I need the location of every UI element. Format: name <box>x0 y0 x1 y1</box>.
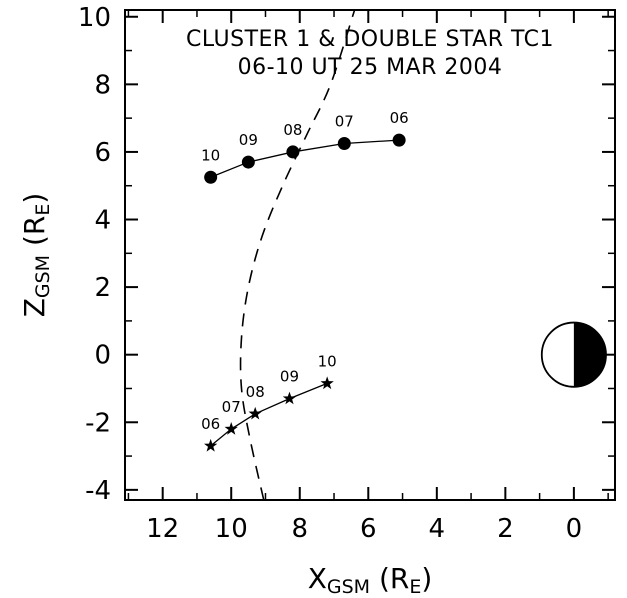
x-tick-label: 8 <box>291 514 308 544</box>
x-tick-label: 6 <box>360 514 377 544</box>
plot-frame <box>124 9 616 501</box>
y-tick-label: -4 <box>85 476 111 506</box>
star-point <box>248 406 262 420</box>
y-tick-label: 6 <box>94 138 111 168</box>
earth-symbol <box>540 321 607 388</box>
circle-point <box>241 155 255 169</box>
circle-point <box>337 136 351 150</box>
time-label: 10 <box>201 146 220 164</box>
x-axis-label: XGSM (RE) <box>308 562 433 598</box>
time-label: 08 <box>283 121 302 139</box>
time-label: 09 <box>239 131 258 149</box>
y-tick-label: 2 <box>94 273 111 303</box>
y-tick-label: 4 <box>94 206 111 236</box>
time-label: 07 <box>222 398 241 416</box>
circle-point <box>286 145 300 159</box>
time-label: 06 <box>201 415 220 433</box>
chart-subtitle: 06-10 UT 25 MAR 2004 <box>238 55 503 80</box>
chart-title: CLUSTER 1 & DOUBLE STAR TC1 <box>186 27 554 52</box>
star-point <box>224 422 238 435</box>
x-tick-label: 0 <box>566 514 583 544</box>
star-point <box>320 376 334 390</box>
x-tick-label: 12 <box>146 514 179 544</box>
y-tick-label: 10 <box>78 3 111 33</box>
earth-nightside <box>573 322 606 387</box>
x-tick-label: 2 <box>497 514 514 544</box>
time-label: 06 <box>390 109 409 127</box>
circle-point <box>204 170 218 184</box>
y-tick-label: 0 <box>94 341 111 371</box>
circle-point <box>392 133 406 147</box>
magnetopause-boundary <box>239 10 356 500</box>
time-label: 10 <box>318 352 337 370</box>
y-axis-label: ZGSM (RE) <box>18 193 54 318</box>
time-label: 08 <box>246 383 265 401</box>
time-label: 07 <box>335 112 354 130</box>
y-tick-label: -2 <box>85 408 111 438</box>
star-point <box>204 438 218 452</box>
x-tick-label: 10 <box>215 514 248 544</box>
series-circle: 10 09 08 07 06 <box>201 109 409 184</box>
time-label: 09 <box>280 368 299 386</box>
magnetopause-dashed-line <box>239 10 356 500</box>
y-tick-label: 8 <box>94 70 111 100</box>
x-tick-label: 4 <box>429 514 446 544</box>
axis-ticks: 12 10 8 6 4 2 0 10 8 6 4 2 0 -2 -4 <box>78 3 615 544</box>
star-point <box>282 391 297 405</box>
